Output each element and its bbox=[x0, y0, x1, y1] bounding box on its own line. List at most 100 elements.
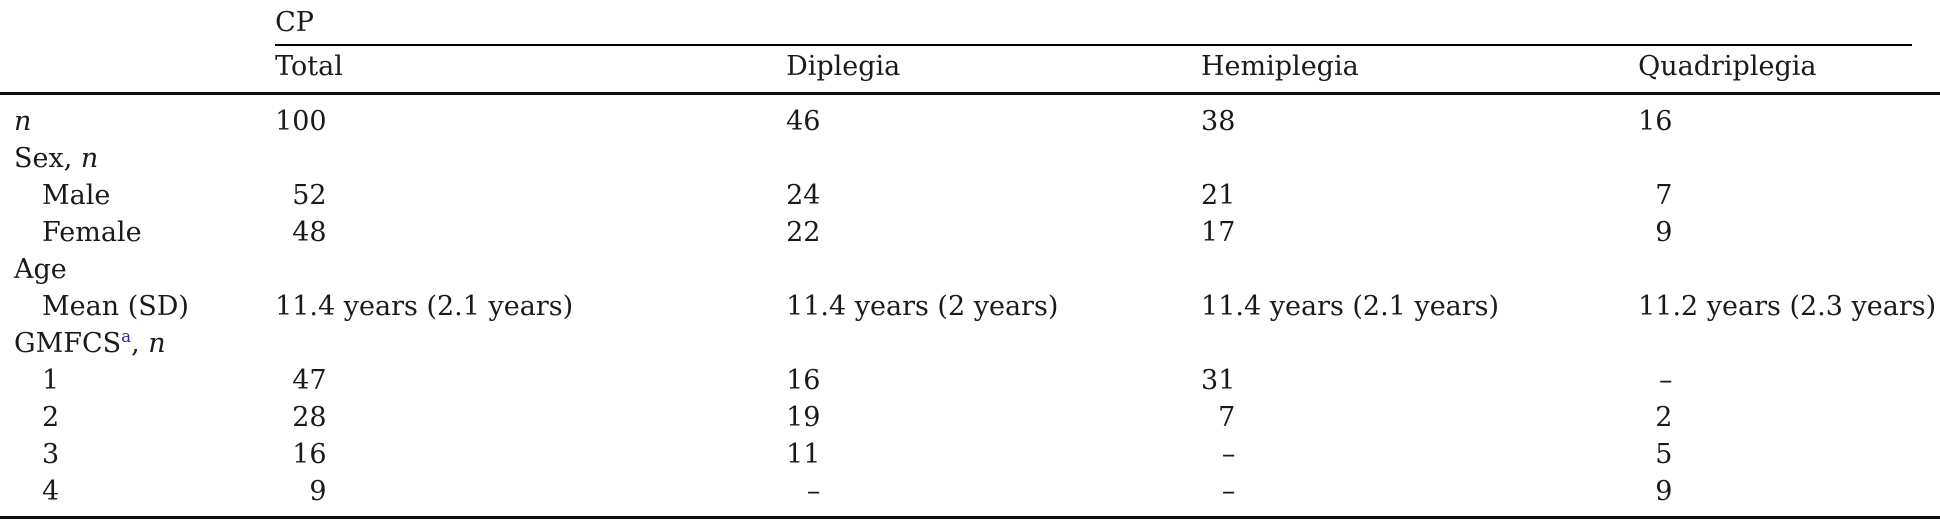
data-cell: 21 bbox=[1201, 177, 1638, 214]
data-cell bbox=[1638, 140, 1940, 177]
row-label-text: Male bbox=[42, 180, 111, 211]
row-label-text: Age bbox=[14, 254, 67, 285]
table-row: Sex, n bbox=[0, 140, 1940, 177]
column-header-quadriplegia: Quadriplegia bbox=[1638, 46, 1940, 95]
cell-value: 16 bbox=[1638, 106, 1673, 137]
table-row: Age bbox=[0, 251, 1940, 288]
cell-value: 16 bbox=[292, 439, 327, 470]
row-label: Mean (SD) bbox=[0, 288, 275, 325]
cell-value: 46 bbox=[786, 106, 821, 137]
cell-value: – bbox=[1221, 476, 1236, 507]
data-cell bbox=[1638, 251, 1940, 288]
row-label: Female bbox=[0, 214, 275, 251]
data-cell: 16 bbox=[1638, 94, 1940, 141]
data-cell: 16 bbox=[275, 436, 786, 473]
column-header-empty bbox=[0, 46, 276, 95]
data-cell bbox=[786, 140, 1201, 177]
data-cell: 38 bbox=[1201, 94, 1638, 141]
data-cell: 11.4 years (2.1 years) bbox=[275, 288, 786, 325]
data-cell: 11.4 years (2 years) bbox=[786, 288, 1201, 325]
data-cell: 9 bbox=[275, 473, 787, 519]
data-cell bbox=[1201, 140, 1638, 177]
footnote-a-link[interactable]: a bbox=[121, 326, 132, 346]
group-header-row: CP bbox=[0, 0, 1940, 46]
data-cell: 100 bbox=[275, 94, 786, 141]
table-row: Male 52 24 21 7 bbox=[0, 177, 1940, 214]
row-label-text: 4 bbox=[42, 476, 60, 507]
row-label: n bbox=[0, 94, 275, 141]
row-label-text: 2 bbox=[42, 402, 60, 433]
data-cell: 24 bbox=[786, 177, 1201, 214]
data-cell: 19 bbox=[786, 399, 1201, 436]
cell-value: 2 bbox=[1655, 402, 1673, 433]
cell-value: 16 bbox=[786, 365, 821, 396]
table-row: 1 47 16 31 – bbox=[0, 362, 1940, 399]
row-label-text: GMFCS bbox=[14, 328, 122, 359]
cell-value: 31 bbox=[1201, 365, 1236, 396]
cell-value: – bbox=[1658, 365, 1673, 396]
row-label-italic: n bbox=[14, 106, 32, 137]
table-row: Female 48 22 17 9 bbox=[0, 214, 1940, 251]
data-cell bbox=[786, 325, 1201, 362]
cell-value: 11.4 years (2.1 years) bbox=[275, 291, 574, 322]
data-cell: 9 bbox=[1638, 473, 1940, 519]
data-cell: 5 bbox=[1638, 436, 1940, 473]
column-header-row: Total Diplegia Hemiplegia Quadriplegia bbox=[0, 46, 1940, 95]
cell-value: 22 bbox=[786, 217, 821, 248]
data-cell bbox=[275, 140, 786, 177]
cell-value: 11 bbox=[786, 439, 821, 470]
table-row: GMFCSa, n bbox=[0, 325, 1940, 362]
cell-value: 17 bbox=[1201, 217, 1236, 248]
cell-value: 19 bbox=[786, 402, 821, 433]
group-header-label: CP bbox=[275, 7, 314, 38]
row-label: 2 bbox=[0, 399, 275, 436]
cell-value: 24 bbox=[786, 180, 821, 211]
cell-value: 11.2 years (2.3 years) bbox=[1638, 291, 1937, 322]
data-cell: 7 bbox=[1201, 399, 1638, 436]
cell-value: 21 bbox=[1201, 180, 1236, 211]
row-label: Sex, n bbox=[0, 140, 275, 177]
data-cell: 11 bbox=[786, 436, 1201, 473]
data-cell: – bbox=[1638, 362, 1940, 399]
cell-value: 9 bbox=[1655, 217, 1673, 248]
data-cell bbox=[275, 251, 786, 288]
corner-cell bbox=[0, 0, 275, 46]
cell-value: 47 bbox=[292, 365, 327, 396]
cell-value: 7 bbox=[1655, 180, 1673, 211]
cell-value: 11.4 years (2 years) bbox=[786, 291, 1059, 322]
data-cell bbox=[1201, 325, 1638, 362]
data-cell bbox=[275, 325, 786, 362]
data-cell: – bbox=[786, 473, 1202, 519]
row-label-text: Female bbox=[42, 217, 142, 248]
column-header-total: Total bbox=[275, 46, 787, 95]
row-label: GMFCSa, n bbox=[0, 325, 275, 362]
data-cell: 48 bbox=[275, 214, 786, 251]
row-label-italic: n bbox=[148, 328, 166, 359]
cell-value: – bbox=[1221, 439, 1236, 470]
row-label: 3 bbox=[0, 436, 275, 473]
cell-value: 9 bbox=[1655, 476, 1673, 507]
row-label-text: Mean (SD) bbox=[42, 291, 189, 322]
row-label-italic: n bbox=[80, 143, 99, 174]
cell-value: 38 bbox=[1201, 106, 1236, 137]
row-label-text: 3 bbox=[42, 439, 60, 470]
row-label-text: 1 bbox=[42, 365, 60, 396]
row-label: Male bbox=[0, 177, 275, 214]
row-label: 1 bbox=[0, 362, 275, 399]
group-header-cell: CP bbox=[275, 0, 1940, 46]
cell-value: 11.4 years (2.1 years) bbox=[1201, 291, 1500, 322]
data-cell: 16 bbox=[786, 362, 1201, 399]
data-cell: 28 bbox=[275, 399, 786, 436]
data-cell bbox=[1201, 251, 1638, 288]
data-cell: 46 bbox=[786, 94, 1201, 141]
cell-value: 5 bbox=[1655, 439, 1673, 470]
data-cell bbox=[786, 251, 1201, 288]
row-label: Age bbox=[0, 251, 275, 288]
data-cell: 31 bbox=[1201, 362, 1638, 399]
data-cell: 17 bbox=[1201, 214, 1638, 251]
row-label: 4 bbox=[0, 473, 276, 519]
group-header-rule bbox=[275, 44, 1912, 46]
data-cell: 9 bbox=[1638, 214, 1940, 251]
column-header-hemiplegia: Hemiplegia bbox=[1201, 46, 1639, 95]
